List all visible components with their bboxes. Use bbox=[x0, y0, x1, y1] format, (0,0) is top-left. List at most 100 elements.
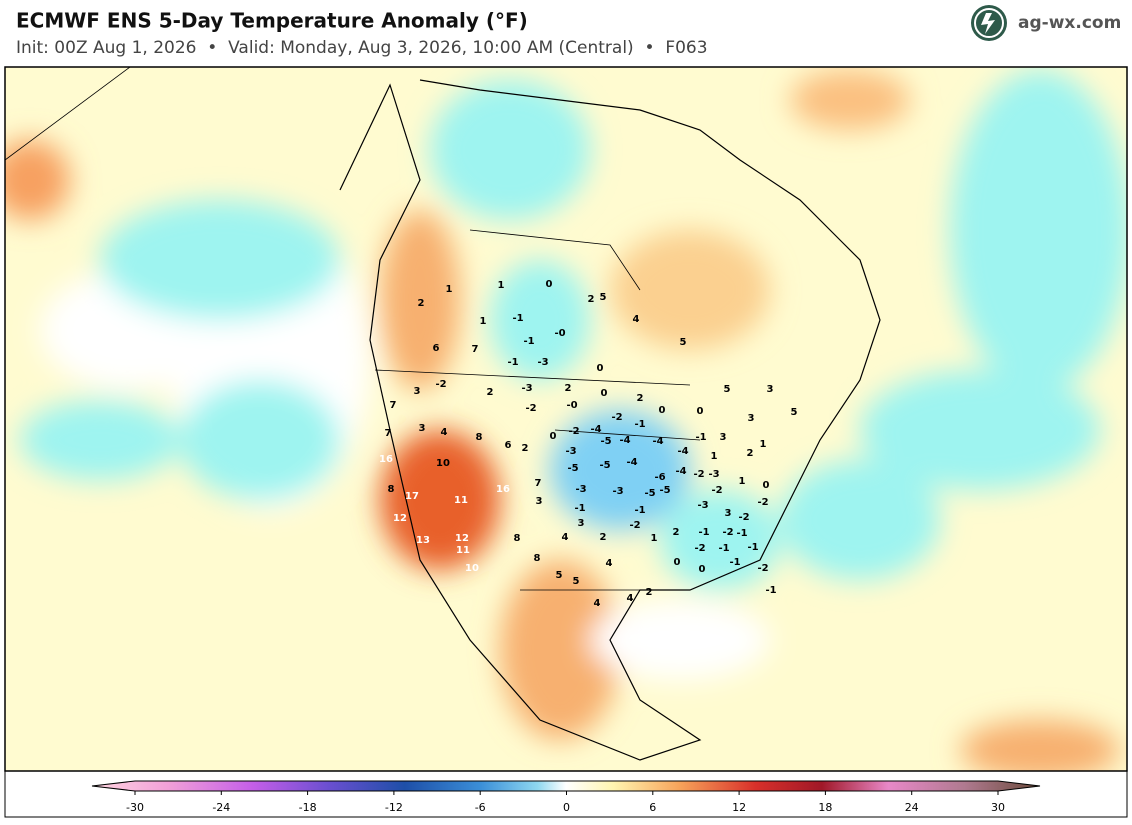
anomaly-label: 3 bbox=[414, 386, 421, 397]
anomaly-label: 4 bbox=[627, 593, 634, 604]
anomaly-label: -3 bbox=[575, 484, 586, 495]
anomaly-label: 13 bbox=[416, 535, 430, 546]
anomaly-label: -4 bbox=[677, 446, 688, 457]
anomaly-label: -2 bbox=[525, 403, 536, 414]
anomaly-label: 8 bbox=[476, 432, 483, 443]
anomaly-label: -2 bbox=[611, 412, 622, 423]
anomaly-label: 4 bbox=[633, 314, 640, 325]
anomaly-label: 1 bbox=[739, 476, 746, 487]
anomaly-label: 4 bbox=[562, 532, 569, 543]
anomaly-label: 2 bbox=[588, 294, 595, 305]
logo-ring bbox=[974, 8, 1004, 38]
anomaly-label: 7 bbox=[535, 478, 542, 489]
coastline bbox=[339, 79, 881, 761]
anomaly-label: -2 bbox=[738, 512, 749, 523]
anomaly-label: 2 bbox=[637, 393, 644, 404]
colorbar-tick-label: 24 bbox=[905, 801, 919, 814]
anomaly-label: 2 bbox=[487, 387, 494, 398]
anomaly-label: -4 bbox=[619, 435, 630, 446]
anomaly-label: 1 bbox=[498, 280, 505, 291]
anomaly-label: 3 bbox=[748, 413, 755, 424]
colorbar-ticks: -30 -24 -18 -12 -6 0 6 12 18 24 30 bbox=[126, 791, 1005, 814]
colorbar-tick-label: -30 bbox=[126, 801, 144, 814]
anomaly-label: 0 bbox=[550, 431, 557, 442]
anomaly-label: 0 bbox=[763, 480, 770, 491]
anomaly-label: -4 bbox=[626, 457, 637, 468]
anomaly-label: -1 bbox=[507, 357, 518, 368]
title: ECMWF ENS 5-Day Temperature Anomaly (°F) bbox=[16, 9, 528, 33]
colorbar-tick-label: 6 bbox=[649, 801, 656, 814]
anomaly-label: -0 bbox=[566, 400, 577, 411]
anomaly-label: 3 bbox=[720, 432, 727, 443]
anomaly-label: -3 bbox=[697, 500, 708, 511]
logo-text: ag-wx.com bbox=[1018, 13, 1121, 33]
anomaly-label: 4 bbox=[441, 427, 448, 438]
anomaly-label: -4 bbox=[652, 436, 663, 447]
anomaly-label: -2 bbox=[435, 379, 446, 390]
anomaly-label: 5 bbox=[573, 576, 580, 587]
anomaly-label: -1 bbox=[574, 503, 585, 514]
anomaly-label: 0 bbox=[699, 564, 706, 575]
anomaly-label: 12 bbox=[393, 513, 407, 524]
anomaly-label: 7 bbox=[385, 428, 392, 439]
anomaly-label: -3 bbox=[612, 486, 623, 497]
anomaly-label: -2 bbox=[693, 469, 704, 480]
anomaly-label: -0 bbox=[554, 328, 565, 339]
anomaly-label: 16 bbox=[496, 484, 510, 495]
anomaly-label: -1 bbox=[747, 542, 758, 553]
anomaly-label: -5 bbox=[659, 485, 670, 496]
anomaly-label: -1 bbox=[634, 419, 645, 430]
colorbar-tick-label: 30 bbox=[991, 801, 1005, 814]
anomaly-label: 1 bbox=[480, 316, 487, 327]
anomaly-label: 0 bbox=[546, 279, 553, 290]
anomaly-label: -3 bbox=[565, 446, 576, 457]
anomaly-label: 7 bbox=[390, 400, 397, 411]
anomaly-label: -2 bbox=[694, 543, 705, 554]
anomaly-label: -5 bbox=[599, 460, 610, 471]
anomaly-label: 2 bbox=[418, 298, 425, 309]
anomaly-label: -1 bbox=[729, 557, 740, 568]
anomaly-label: 2 bbox=[673, 527, 680, 538]
anomaly-label: 5 bbox=[556, 570, 563, 581]
anomaly-label: 2 bbox=[565, 383, 572, 394]
anomaly-label: 5 bbox=[791, 407, 798, 418]
anomaly-label: 12 bbox=[455, 533, 469, 544]
anomaly-label: -1 bbox=[512, 313, 523, 324]
anomaly-label: 6 bbox=[505, 440, 512, 451]
anomaly-label: 3 bbox=[536, 496, 543, 507]
anomaly-label: 0 bbox=[597, 363, 604, 374]
anomaly-label: -5 bbox=[567, 463, 578, 474]
anomaly-label: -2 bbox=[629, 520, 640, 531]
anomaly-label: 0 bbox=[674, 557, 681, 568]
anomaly-label: 5 bbox=[724, 384, 731, 395]
colorbar-tick-label: 0 bbox=[563, 801, 570, 814]
anomaly-label: -2 bbox=[722, 527, 733, 538]
colorbar-tick-label: -6 bbox=[475, 801, 486, 814]
anomaly-label: 17 bbox=[405, 491, 419, 502]
anomaly-label: 10 bbox=[436, 458, 450, 469]
anomaly-label: 3 bbox=[578, 518, 585, 529]
map bbox=[5, 67, 1127, 771]
anomaly-label: -5 bbox=[600, 436, 611, 447]
logo-bolt bbox=[981, 13, 995, 34]
anomaly-label: -2 bbox=[757, 497, 768, 508]
anomaly-label: 2 bbox=[522, 443, 529, 454]
anomaly-label: 6 bbox=[433, 343, 440, 354]
anomaly-label: 3 bbox=[419, 423, 426, 434]
anomaly-label: 1 bbox=[760, 439, 767, 450]
anomaly-label: 11 bbox=[454, 495, 468, 506]
anomaly-label: -1 bbox=[634, 505, 645, 516]
anomaly-label: 8 bbox=[388, 484, 395, 495]
anomaly-label: 0 bbox=[601, 388, 608, 399]
anomaly-label: -3 bbox=[708, 469, 719, 480]
anomaly-label: 5 bbox=[680, 337, 687, 348]
anomaly-label: -2 bbox=[568, 426, 579, 437]
anomaly-label: 8 bbox=[514, 533, 521, 544]
colorbar-tick-label: 12 bbox=[732, 801, 746, 814]
anomaly-label: 3 bbox=[725, 508, 732, 519]
anomaly-label: -5 bbox=[644, 488, 655, 499]
colorbar-frame bbox=[4, 770, 1128, 818]
anomaly-label: -2 bbox=[757, 563, 768, 574]
